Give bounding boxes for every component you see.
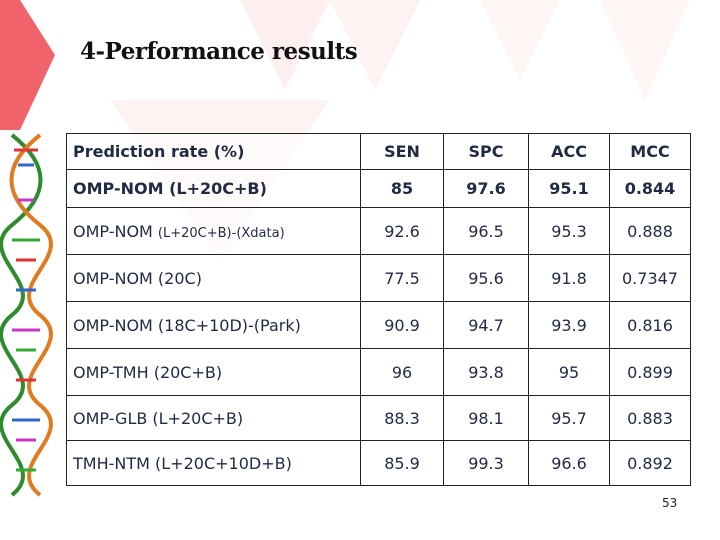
table-row: OMP-NOM (18C+10D)-(Park) 90.9 94.7 93.9 0.81… bbox=[66, 301, 691, 349]
red-corner-shape bbox=[0, 0, 55, 130]
row-label: TMH-NTM (L+20C+10D+B) bbox=[73, 453, 292, 473]
row-label: OMP-NOM (L+20C+B) bbox=[73, 179, 267, 198]
row-label: OMP-NOM bbox=[73, 221, 158, 241]
row-label-cell: TMH-NTM (L+20C+10D+B) bbox=[66, 440, 361, 486]
header-cell: SPC bbox=[443, 133, 529, 170]
row-label: OMP-GLB (L+20C+B) bbox=[73, 408, 244, 428]
value-cell: 96.6 bbox=[528, 440, 610, 486]
value-cell: 95.6 bbox=[443, 254, 529, 302]
value-cell: 90.9 bbox=[360, 301, 444, 349]
value-cell: 92.6 bbox=[360, 207, 444, 255]
slide-title: 4-Performance results bbox=[80, 38, 358, 65]
value-cell: 0.7347 bbox=[609, 254, 691, 302]
header-cell: ACC bbox=[528, 133, 610, 170]
table-header-row: Prediction rate (%) SEN SPC ACC MCC bbox=[66, 133, 691, 170]
value-cell: 95.1 bbox=[528, 169, 610, 208]
value-cell: 0.892 bbox=[609, 440, 691, 486]
row-label-suffix: (L+20C+B)-(Xdata) bbox=[157, 225, 285, 241]
table-row: OMP-GLB (L+20C+B) 88.3 98.1 95.7 0.883 bbox=[66, 395, 691, 441]
value-cell: 0.899 bbox=[609, 348, 691, 396]
value-cell: 0.844 bbox=[609, 169, 691, 208]
value-cell: 93.8 bbox=[443, 348, 529, 396]
header-cell: SEN bbox=[360, 133, 444, 170]
table-row: OMP-NOM (L+20C+B)-(Xdata) 92.6 96.5 95.3 0.8… bbox=[66, 207, 691, 255]
value-cell: 0.816 bbox=[609, 301, 691, 349]
row-label-cell: OMP-TMH (20C+B) bbox=[66, 348, 361, 396]
dna-helix-decoration bbox=[0, 133, 53, 497]
table-row: OMP-TMH (20C+B) 96 93.8 95 0.899 bbox=[66, 348, 691, 396]
row-label: OMP-NOM (20C) bbox=[73, 268, 202, 288]
value-cell: 85.9 bbox=[360, 440, 444, 486]
header-cell: MCC bbox=[609, 133, 691, 170]
value-cell: 96.5 bbox=[443, 207, 529, 255]
value-cell: 99.3 bbox=[443, 440, 529, 486]
value-cell: 0.888 bbox=[609, 207, 691, 255]
row-label-cell: OMP-NOM (L+20C+B)-(Xdata) bbox=[66, 207, 361, 255]
table-row: OMP-NOM (L+20C+B) 85 97.6 95.1 0.844 bbox=[66, 169, 691, 208]
row-label-cell: OMP-NOM (18C+10D)-(Park) bbox=[66, 301, 361, 349]
value-cell: 95.3 bbox=[528, 207, 610, 255]
row-label: OMP-TMH (20C+B) bbox=[73, 362, 223, 382]
row-label: OMP-NOM (18C+10D)-(Park) bbox=[73, 315, 301, 335]
value-cell: 88.3 bbox=[360, 395, 444, 441]
header-cell: Prediction rate (%) bbox=[66, 133, 361, 170]
value-cell: 95 bbox=[528, 348, 610, 396]
table-row: OMP-NOM (20C) 77.5 95.6 91.8 0.7347 bbox=[66, 254, 691, 302]
value-cell: 96 bbox=[360, 348, 444, 396]
row-label-cell: OMP-GLB (L+20C+B) bbox=[66, 395, 361, 441]
value-cell: 91.8 bbox=[528, 254, 610, 302]
value-cell: 94.7 bbox=[443, 301, 529, 349]
value-cell: 0.883 bbox=[609, 395, 691, 441]
value-cell: 98.1 bbox=[443, 395, 529, 441]
page-number: 53 bbox=[662, 496, 678, 510]
performance-table: Prediction rate (%) SEN SPC ACC MCC OMP-… bbox=[66, 133, 691, 486]
value-cell: 77.5 bbox=[360, 254, 444, 302]
table-row: TMH-NTM (L+20C+10D+B) 85.9 99.3 96.6 0.892 bbox=[66, 440, 691, 486]
value-cell: 93.9 bbox=[528, 301, 610, 349]
row-label-cell: OMP-NOM (20C) bbox=[66, 254, 361, 302]
value-cell: 85 bbox=[360, 169, 444, 208]
value-cell: 97.6 bbox=[443, 169, 529, 208]
row-label-cell: OMP-NOM (L+20C+B) bbox=[66, 169, 361, 208]
value-cell: 95.7 bbox=[528, 395, 610, 441]
